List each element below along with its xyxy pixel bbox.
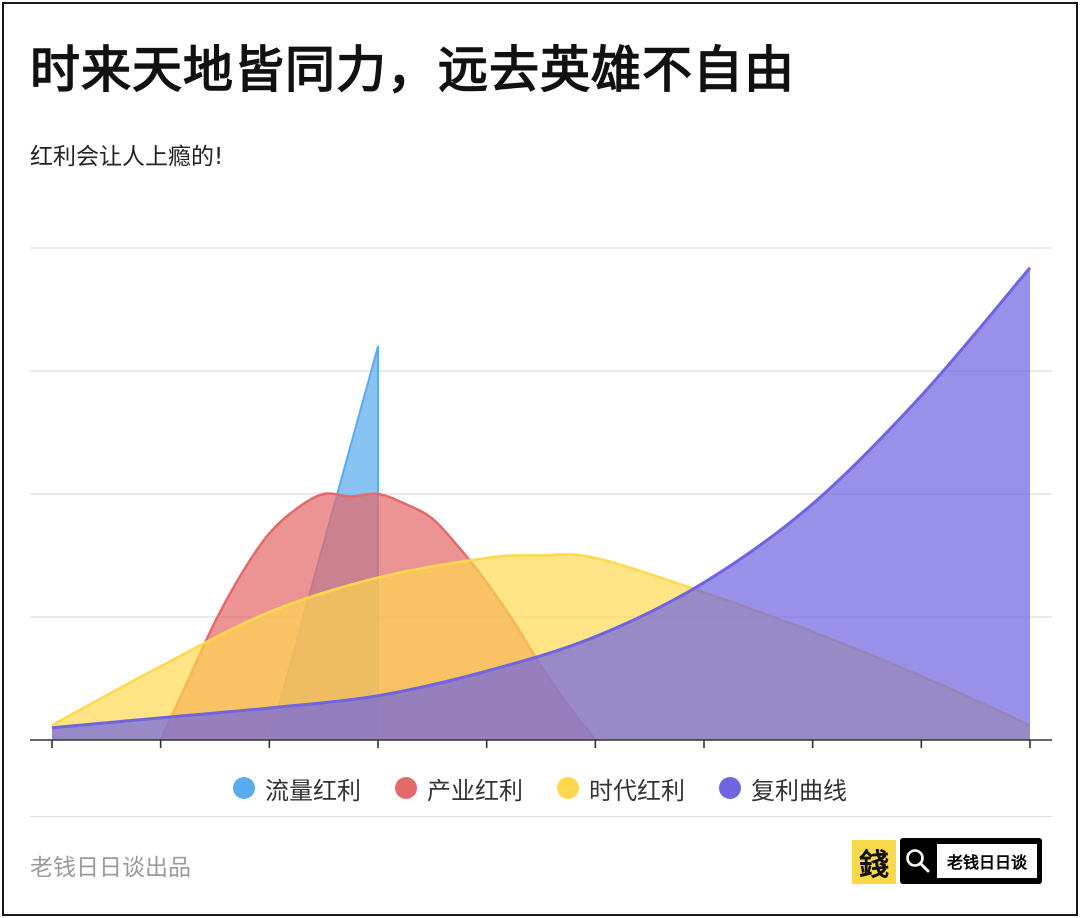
footer-divider: [30, 816, 1052, 817]
legend-dot-compound: [719, 777, 741, 799]
brand-label: 老钱日日谈: [937, 844, 1037, 878]
footer-credit: 老钱日日谈出品: [30, 855, 191, 881]
legend-item-industry[interactable]: 产业红利: [395, 771, 523, 806]
legend-item-traffic[interactable]: 流量红利: [233, 771, 361, 806]
page-title: 时来天地皆同力，远去英雄不自由: [30, 41, 795, 99]
series-line-compound: [51, 266, 1032, 730]
search-icon: [903, 838, 933, 884]
brand-search-badge[interactable]: 老钱日日谈: [900, 838, 1042, 884]
legend-label-compound: 复利曲线: [751, 776, 847, 805]
series-area-compound: [52, 267, 1030, 740]
legend-dot-industry: [395, 777, 417, 799]
legend-label-traffic: 流量红利: [265, 776, 361, 805]
legend-label-era: 时代红利: [589, 776, 685, 805]
legend-dot-traffic: [233, 777, 255, 799]
legend-dot-era: [557, 777, 579, 799]
legend-item-era[interactable]: 时代红利: [557, 771, 685, 806]
page-subtitle: 红利会让人上瘾的!: [30, 144, 224, 170]
legend-item-compound[interactable]: 复利曲线: [719, 771, 847, 806]
chart-legend: 流量红利 产业红利 时代红利 复利曲线: [0, 770, 1080, 806]
legend-label-industry: 产业红利: [427, 776, 523, 805]
brand-logo-mark: 錢: [852, 840, 896, 884]
